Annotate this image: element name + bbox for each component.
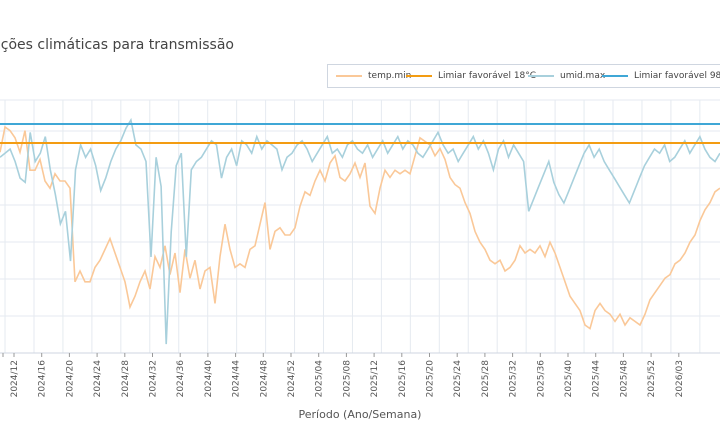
x-tick-label: 2024/44 <box>232 360 242 398</box>
x-tick-label: 2024/20 <box>65 360 75 398</box>
x-tick-label: 2025/32 <box>509 360 519 397</box>
x-tick-label: 2024/48 <box>259 360 269 398</box>
x-tick-label: 2024/12 <box>10 360 20 397</box>
legend[interactable]: temp.min Limiar favorável 18°C umid.max … <box>327 64 720 88</box>
x-tick-label: 2024/28 <box>121 360 131 398</box>
x-tick-label: 2025/52 <box>647 360 657 397</box>
legend-item-temp-min[interactable]: temp.min <box>336 65 411 87</box>
legend-swatch-temp-min <box>336 75 362 77</box>
x-tick-label: 2025/08 <box>342 360 352 398</box>
grid <box>0 99 720 354</box>
legend-label-umid-max: umid.max <box>560 71 606 81</box>
series-layer <box>0 117 720 345</box>
legend-swatch-limiar-98 <box>602 75 628 77</box>
legend-swatch-umid-max <box>528 75 554 77</box>
x-tick-label: 2024/24 <box>93 360 103 398</box>
x-tick-label: 2025/36 <box>536 360 546 398</box>
x-tick-label: 2025/20 <box>426 360 436 398</box>
x-tick-label: 2024/16 <box>38 360 48 398</box>
x-tick-label: 2025/40 <box>564 360 574 398</box>
x-tick-label: 2025/12 <box>370 360 380 397</box>
x-tick-label: 2025/16 <box>398 360 408 398</box>
x-tick-label: 2026/03 <box>675 360 685 397</box>
x-tick-label: 2025/48 <box>619 360 629 398</box>
x-tick-label: 2024/40 <box>204 360 214 398</box>
legend-item-limiar-18[interactable]: Limiar favorável 18°C <box>406 65 536 87</box>
x-tick-label: 2025/28 <box>481 360 491 398</box>
legend-item-umid-max[interactable]: umid.max <box>528 65 605 87</box>
legend-label-limiar-18: Limiar favorável 18°C <box>438 71 537 81</box>
series-line-temp-min <box>0 125 720 330</box>
x-tick-label: 2025/44 <box>592 360 602 398</box>
legend-label-limiar-98: Limiar favorável 98% <box>634 71 720 81</box>
x-tick-label: 2024/36 <box>176 360 186 398</box>
x-tick-label: 2025/24 <box>453 360 463 398</box>
x-tick-labels: 2024/12 2024/16 2024/20 2024/24 2024/28 2024/… <box>2 353 685 398</box>
chart-title: dições climáticas para transmissão <box>0 37 234 53</box>
legend-swatch-limiar-18 <box>406 75 432 77</box>
legend-item-limiar-98[interactable]: Limiar favorável 98% <box>602 65 720 87</box>
x-tick-label: 2024/32 <box>149 360 159 397</box>
x-tick-label: 2024/52 <box>287 360 297 397</box>
x-axis-title: Período (Ano/Semana) <box>298 408 422 421</box>
x-tick-label: 2025/04 <box>315 360 325 398</box>
legend-label-temp-min: temp.min <box>368 71 412 81</box>
series-line-umid-max <box>0 117 720 345</box>
